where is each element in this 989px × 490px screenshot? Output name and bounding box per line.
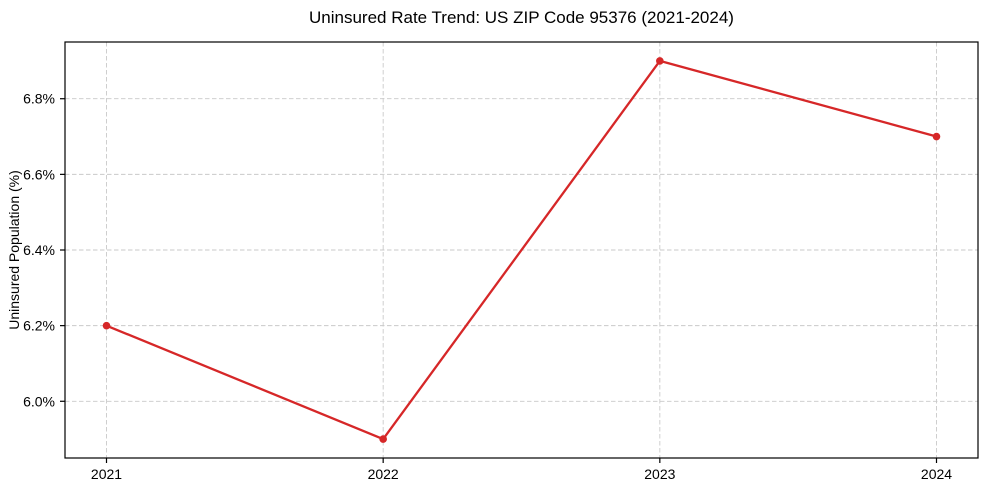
y-tick-label: 6.0% <box>23 393 55 409</box>
chart-title: Uninsured Rate Trend: US ZIP Code 95376 … <box>309 8 734 27</box>
x-tick-label: 2021 <box>91 466 122 482</box>
y-tick-label: 6.4% <box>23 242 55 258</box>
x-tick-label: 2024 <box>921 466 952 482</box>
y-tick-label: 6.6% <box>23 166 55 182</box>
data-point-marker <box>932 132 941 141</box>
data-line <box>105 59 938 441</box>
y-tick-label: 6.2% <box>23 318 55 334</box>
data-point-marker <box>379 435 387 443</box>
y-tick-label: 6.8% <box>23 91 55 107</box>
x-tick-label: 2023 <box>644 466 675 482</box>
data-point-marker <box>656 57 664 65</box>
data-point-marker <box>102 321 111 330</box>
x-tick-label: 2022 <box>368 466 399 482</box>
